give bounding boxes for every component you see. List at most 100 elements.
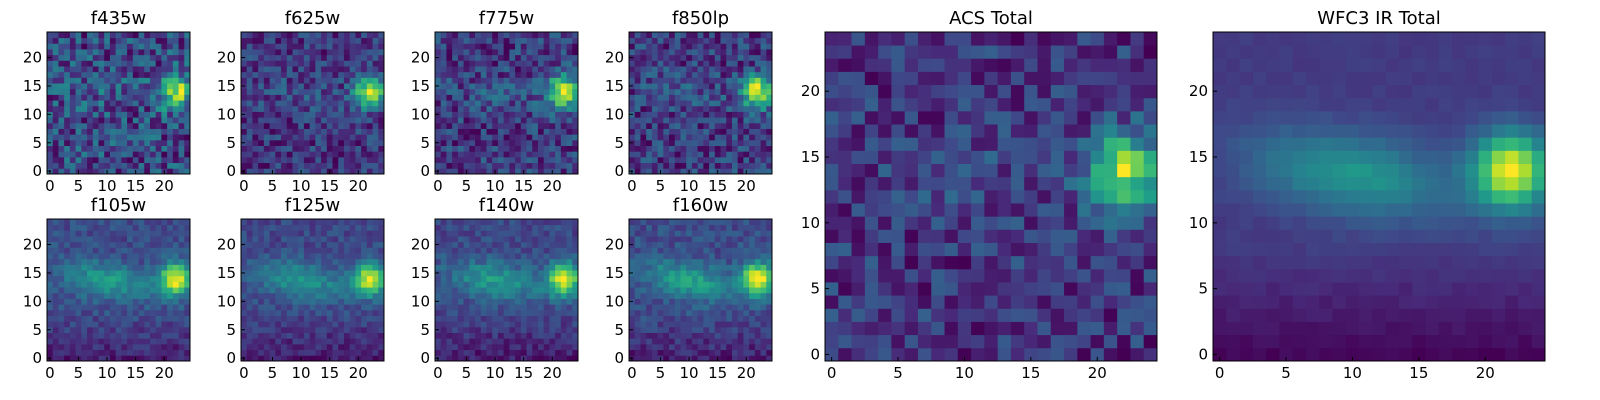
- heatmap-cell: [497, 94, 505, 101]
- heatmap-cell: [275, 128, 282, 135]
- heatmap-cell: [326, 162, 333, 169]
- heatmap-cell: [326, 105, 333, 112]
- heatmap-cell: [737, 151, 744, 158]
- heatmap-cell: [560, 54, 567, 61]
- heatmap-cell: [749, 270, 756, 277]
- heatmap-cell: [440, 343, 447, 351]
- heatmap-cell: [526, 162, 533, 169]
- heatmap-cell: [697, 338, 704, 345]
- heatmap-cell: [332, 139, 339, 146]
- heatmap-cell: [446, 43, 453, 50]
- heatmap-cell: [178, 275, 185, 282]
- heatmap-cell: [372, 54, 379, 61]
- heatmap-cell: [269, 275, 276, 282]
- heatmap-cell: [58, 304, 65, 311]
- heatmap-cell: [109, 145, 117, 152]
- heatmap-cell: [292, 145, 299, 152]
- heatmap-cell: [646, 94, 653, 101]
- heatmap-cell: [275, 77, 282, 84]
- heatmap-cell: [138, 60, 145, 67]
- heatmap-cell: [509, 66, 516, 73]
- heatmap-cell: [737, 309, 744, 316]
- heatmap-cell: [663, 332, 670, 339]
- heatmap-cell: [543, 258, 550, 265]
- heatmap-cell: [452, 145, 459, 152]
- heatmap-cell: [703, 145, 710, 152]
- heatmap-cell: [115, 94, 122, 101]
- heatmap-cell: [178, 343, 185, 351]
- heatmap-cell: [298, 100, 305, 107]
- heatmap-cell: [332, 270, 339, 277]
- heatmap-cell: [326, 275, 333, 282]
- heatmap-cell: [58, 71, 65, 78]
- heatmap-cell: [492, 60, 499, 67]
- heatmap-cell: [463, 134, 470, 141]
- heatmap-cell: [172, 83, 179, 90]
- heatmap-cell: [651, 128, 658, 135]
- heatmap-cell: [161, 83, 168, 90]
- heatmap-cell: [503, 298, 510, 305]
- heatmap-cell: [646, 321, 653, 328]
- x-tick-label: 20: [155, 177, 174, 195]
- heatmap-cell: [292, 83, 299, 90]
- heatmap-cell: [572, 315, 579, 322]
- heatmap-cell: [355, 258, 362, 265]
- heatmap-cell: [526, 275, 533, 282]
- heatmap-cell: [184, 355, 191, 362]
- heatmap-cell: [332, 315, 339, 322]
- heatmap-cell: [629, 281, 636, 288]
- heatmap-cell: [349, 275, 356, 282]
- heatmap-cell: [737, 37, 744, 44]
- heatmap-cell: [292, 162, 299, 169]
- heatmap-cell: [754, 349, 761, 356]
- heatmap-cell: [69, 77, 76, 84]
- heatmap-cell: [372, 117, 379, 124]
- heatmap-cell: [58, 264, 65, 271]
- heatmap-cell: [651, 298, 658, 305]
- heatmap-cell: [258, 309, 265, 316]
- heatmap-cell: [92, 219, 99, 226]
- heatmap-cell: [172, 162, 179, 169]
- heatmap-cell: [560, 49, 567, 56]
- heatmap-cell: [338, 83, 345, 90]
- heatmap-cell: [161, 343, 168, 351]
- heatmap-cell: [520, 128, 527, 135]
- heatmap-cell: [663, 151, 670, 158]
- heatmap-cell: [726, 338, 733, 345]
- heatmap-cell: [281, 224, 288, 231]
- heatmap-cell: [651, 287, 658, 294]
- heatmap-cell: [64, 281, 71, 288]
- heatmap-cell: [115, 122, 122, 129]
- heatmap-cell: [81, 230, 88, 237]
- heatmap-cell: [469, 151, 476, 158]
- heatmap-cell: [298, 54, 305, 61]
- heatmap-cell: [509, 292, 516, 299]
- heatmap-cell: [469, 134, 476, 141]
- heatmap-cell: [366, 349, 373, 356]
- heatmap-cell: [457, 258, 464, 265]
- heatmap-cell: [766, 258, 773, 265]
- heatmap-cell: [452, 315, 459, 322]
- heatmap-cell: [172, 32, 179, 39]
- heatmap-cell: [92, 83, 99, 90]
- heatmap-cell: [543, 332, 550, 339]
- heatmap-cell: [303, 287, 311, 294]
- heatmap-cell: [321, 326, 328, 333]
- heatmap-cell: [486, 134, 493, 141]
- heatmap-cell: [303, 162, 311, 169]
- heatmap-cell: [309, 145, 316, 152]
- heatmap-cell: [760, 88, 767, 95]
- heatmap-cell: [572, 247, 579, 254]
- heatmap-cell: [515, 219, 522, 226]
- heatmap-cell: [109, 270, 117, 277]
- heatmap-cell: [378, 71, 385, 78]
- heatmap-cell: [69, 253, 76, 260]
- heatmap-cell: [121, 270, 128, 277]
- heatmap-cell: [714, 264, 721, 271]
- heatmap-cell: [155, 156, 162, 164]
- heatmap-cell: [81, 134, 88, 141]
- heatmap-cell: [372, 111, 379, 118]
- heatmap-cell: [155, 32, 162, 39]
- heatmap-cell: [161, 37, 168, 44]
- heatmap-cell: [486, 66, 493, 73]
